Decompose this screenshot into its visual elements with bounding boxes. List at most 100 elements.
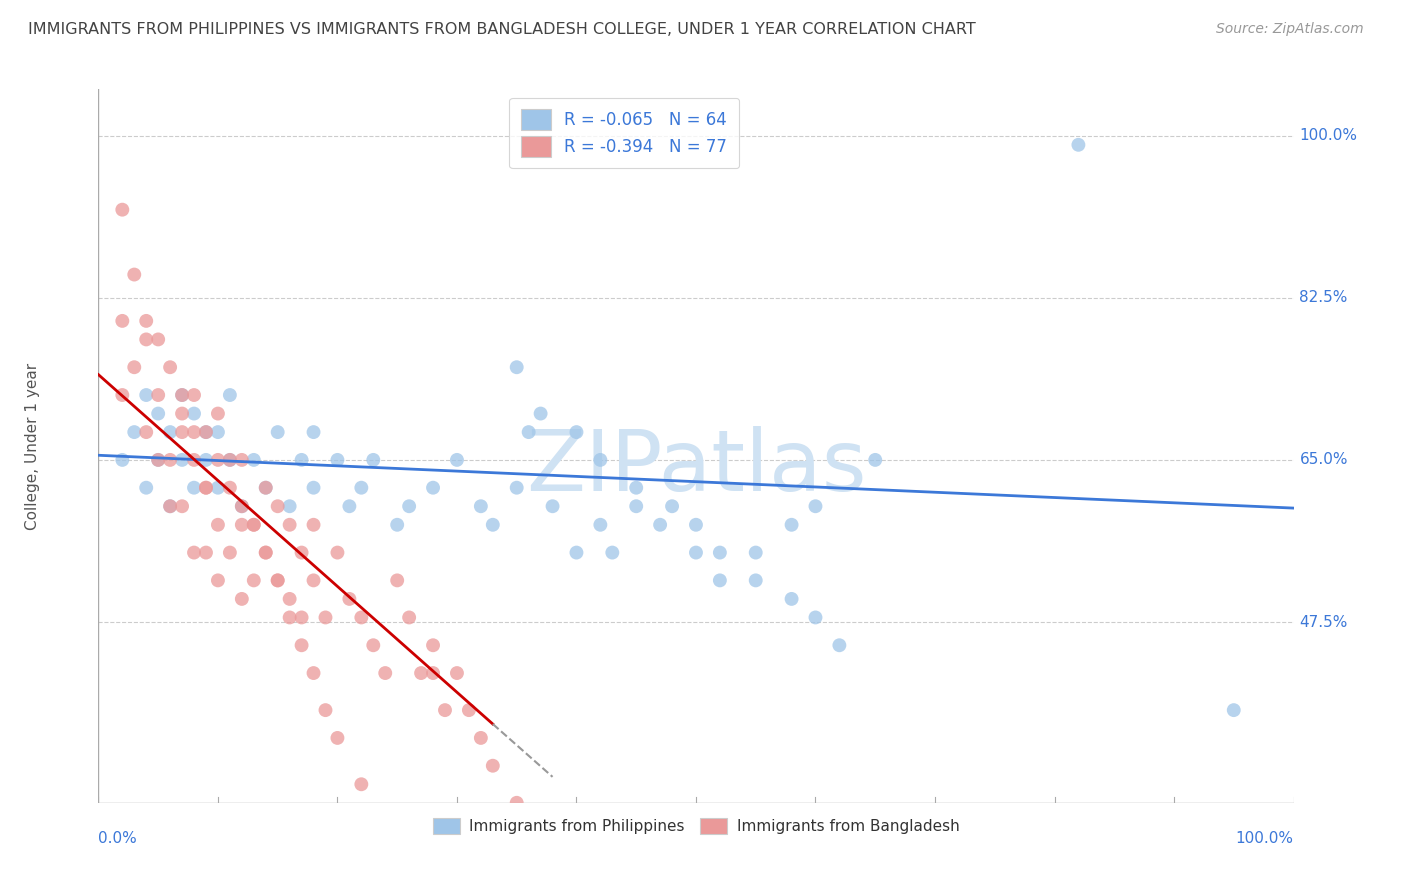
Point xyxy=(172,407,194,421)
Point xyxy=(291,610,314,624)
Point xyxy=(865,453,887,467)
Point xyxy=(254,545,277,559)
Point xyxy=(589,517,612,532)
Text: 100.0%: 100.0% xyxy=(1236,831,1294,847)
Text: 100.0%: 100.0% xyxy=(1299,128,1358,143)
Point xyxy=(159,453,181,467)
Point xyxy=(326,731,349,745)
Point xyxy=(195,481,218,495)
Point xyxy=(458,703,481,717)
Point xyxy=(159,425,181,439)
Point xyxy=(207,407,229,421)
Point xyxy=(195,425,218,439)
Point xyxy=(231,500,253,514)
Point xyxy=(589,453,612,467)
Point xyxy=(124,268,146,282)
Point xyxy=(315,703,337,717)
Point xyxy=(219,388,242,402)
Point xyxy=(135,314,157,328)
Point xyxy=(219,545,242,559)
Point xyxy=(315,610,337,624)
Point xyxy=(183,545,205,559)
Point xyxy=(124,425,146,439)
Point xyxy=(207,481,229,495)
Point xyxy=(385,517,409,532)
Point xyxy=(278,500,301,514)
Point xyxy=(291,453,314,467)
Point xyxy=(339,500,361,514)
Point xyxy=(302,481,325,495)
Point xyxy=(541,500,564,514)
Point xyxy=(278,517,301,532)
Point xyxy=(207,574,229,588)
Point xyxy=(254,481,277,495)
Point xyxy=(172,425,194,439)
Point xyxy=(111,314,134,328)
Point xyxy=(195,481,218,495)
Point xyxy=(302,574,325,588)
Point xyxy=(363,453,385,467)
Point xyxy=(446,666,468,681)
Point xyxy=(411,666,433,681)
Point xyxy=(159,500,181,514)
Point xyxy=(481,758,505,772)
Point xyxy=(159,500,181,514)
Point xyxy=(254,481,277,495)
Point xyxy=(470,731,492,745)
Point xyxy=(148,388,170,402)
Point xyxy=(541,870,564,884)
Point xyxy=(602,545,624,559)
Text: Source: ZipAtlas.com: Source: ZipAtlas.com xyxy=(1216,22,1364,37)
Point xyxy=(111,202,134,217)
Point xyxy=(243,574,266,588)
Point xyxy=(111,388,134,402)
Point xyxy=(278,591,301,606)
Point xyxy=(267,574,290,588)
Text: College, Under 1 year: College, Under 1 year xyxy=(25,362,41,530)
Point xyxy=(565,425,588,439)
Point xyxy=(709,574,731,588)
Point xyxy=(231,453,253,467)
Point xyxy=(231,500,253,514)
Text: 65.0%: 65.0% xyxy=(1299,452,1348,467)
Point xyxy=(172,500,194,514)
Text: IMMIGRANTS FROM PHILIPPINES VS IMMIGRANTS FROM BANGLADESH COLLEGE, UNDER 1 YEAR : IMMIGRANTS FROM PHILIPPINES VS IMMIGRANT… xyxy=(28,22,976,37)
Point xyxy=(385,574,409,588)
Point xyxy=(506,360,529,375)
Point xyxy=(135,481,157,495)
Point xyxy=(183,425,205,439)
Point xyxy=(709,545,731,559)
Point xyxy=(398,610,420,624)
Point xyxy=(374,666,396,681)
Point xyxy=(780,517,803,532)
Point xyxy=(350,481,373,495)
Point xyxy=(207,425,229,439)
Point xyxy=(195,545,218,559)
Point xyxy=(626,481,648,495)
Point xyxy=(422,638,444,652)
Point xyxy=(183,453,205,467)
Point xyxy=(685,517,707,532)
Point xyxy=(481,517,505,532)
Point xyxy=(804,610,827,624)
Point xyxy=(302,666,325,681)
Point xyxy=(219,453,242,467)
Point xyxy=(326,545,349,559)
Point xyxy=(302,517,325,532)
Point xyxy=(828,638,851,652)
Point xyxy=(135,333,157,347)
Point xyxy=(267,574,290,588)
Point xyxy=(745,545,768,559)
Point xyxy=(195,425,218,439)
Point xyxy=(350,610,373,624)
Point xyxy=(172,453,194,467)
Point xyxy=(183,481,205,495)
Point xyxy=(148,453,170,467)
Text: 47.5%: 47.5% xyxy=(1299,615,1348,630)
Point xyxy=(159,360,181,375)
Point xyxy=(111,453,134,467)
Point xyxy=(530,407,553,421)
Point xyxy=(148,407,170,421)
Point xyxy=(267,425,290,439)
Point xyxy=(207,517,229,532)
